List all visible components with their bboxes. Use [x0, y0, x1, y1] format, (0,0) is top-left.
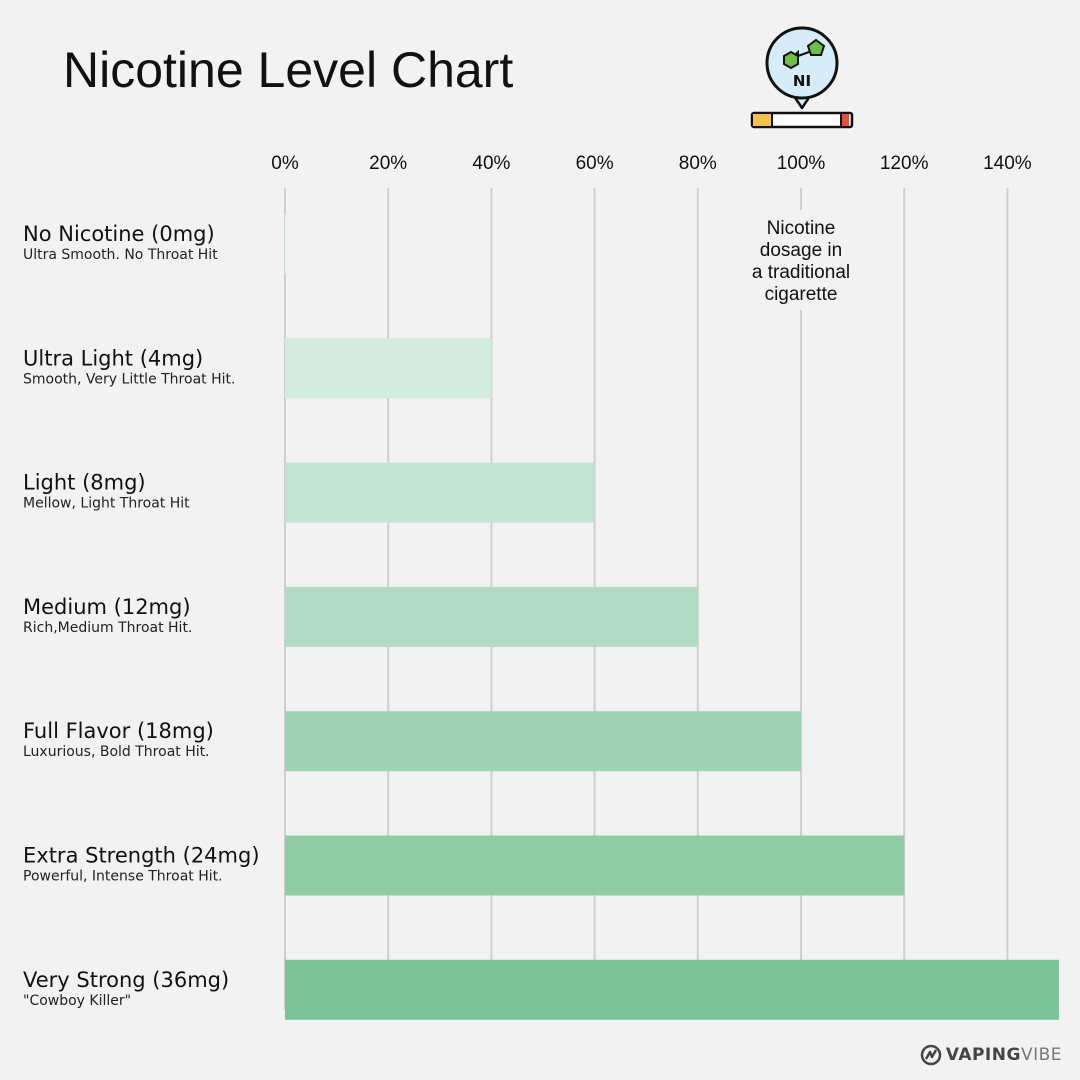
bar [285, 586, 698, 647]
bar [285, 462, 595, 523]
icon-ni-label: NI [793, 72, 811, 90]
x-tick-label: 20% [369, 153, 407, 174]
annotation-background [741, 210, 861, 310]
x-axis-ticks: 0% 20% 40% 60% 80% 100% 120% 140% [271, 153, 1032, 174]
bar [285, 835, 905, 896]
category-labels: No Nicotine (0mg)Ultra Smooth. No Throat… [23, 222, 260, 1009]
x-tick-label: 60% [576, 153, 614, 174]
category-description: Powerful, Intense Throat Hit. [23, 869, 223, 885]
annotation-line: cigarette [765, 284, 838, 305]
category-description: Mellow, Light Throat Hit [23, 496, 190, 512]
x-tick-label: 100% [777, 153, 826, 174]
x-tick-label: 40% [472, 153, 510, 174]
category-description: "Cowboy Killer" [23, 993, 131, 1009]
x-tick-label: 120% [880, 153, 929, 174]
bar [285, 214, 288, 274]
brand-name-bold: VAPING [945, 1045, 1021, 1065]
chart-title: Nicotine Level Chart [63, 42, 514, 98]
category-description: Rich,Medium Throat Hit. [23, 620, 192, 636]
bar [285, 711, 801, 772]
x-tick-label: 0% [271, 153, 299, 174]
category-name: Extra Strength (24mg) [23, 844, 260, 868]
bar [285, 959, 1059, 1020]
bars [285, 214, 1059, 1020]
category-name: Ultra Light (4mg) [23, 346, 203, 370]
category-name: Light (8mg) [23, 471, 146, 495]
bar [285, 338, 492, 399]
category-name: Full Flavor (18mg) [23, 719, 214, 743]
vapingvibe-logo-icon [920, 1044, 942, 1066]
annotation-line: Nicotine [767, 218, 836, 239]
brand-logo: VAPING VIBE [920, 1044, 1062, 1066]
category-description: Ultra Smooth. No Throat Hit [23, 247, 218, 263]
x-tick-label: 80% [679, 153, 717, 174]
category-description: Smooth, Very Little Throat Hit. [23, 371, 235, 387]
category-name: Medium (12mg) [23, 595, 191, 619]
category-name: Very Strong (36mg) [23, 968, 229, 992]
x-tick-label: 140% [983, 153, 1032, 174]
nicotine-molecule-cigarette-icon: NI [750, 26, 854, 129]
annotation-line: dosage in [760, 240, 842, 261]
category-description: Luxurious, Bold Throat Hit. [23, 744, 210, 760]
category-name: No Nicotine (0mg) [23, 222, 215, 246]
brand-name-light: VIBE [1020, 1045, 1062, 1065]
annotation-line: a traditional [752, 262, 850, 283]
